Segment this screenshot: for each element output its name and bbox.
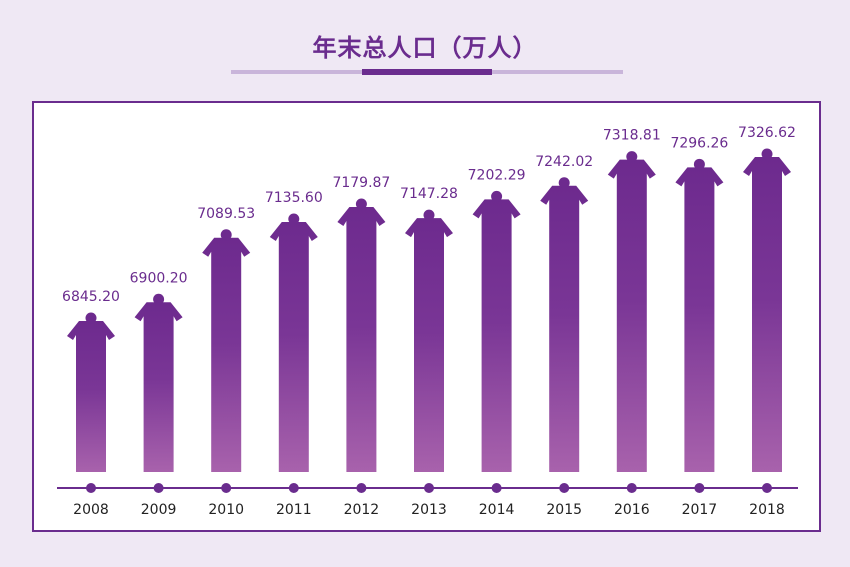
value-label-2013: 7147.28 [400, 186, 458, 202]
bar-2009 [134, 293, 183, 472]
bar-body [405, 218, 453, 472]
value-label-2015: 7242.02 [535, 154, 593, 170]
bar-head [491, 190, 503, 202]
axis-dot-2015 [559, 483, 570, 493]
x-tick-label-2011: 2011 [276, 502, 312, 518]
value-label-2017: 7296.26 [670, 135, 728, 151]
bar-head [558, 177, 570, 189]
axis-dot-2009 [153, 483, 164, 493]
value-label-2016: 7318.81 [603, 128, 661, 144]
bar-head [693, 158, 705, 170]
bar-2012 [337, 198, 386, 472]
axis-dot-2014 [491, 483, 502, 493]
bar-body [337, 206, 386, 472]
bar-body [134, 302, 183, 472]
axis-dot-2010 [221, 483, 232, 493]
bar-2018 [743, 148, 791, 472]
bar-body [743, 156, 791, 472]
title-underline-accent [362, 69, 492, 75]
bar-body [269, 222, 318, 472]
value-label-2010: 7089.53 [197, 206, 255, 222]
axis-dot-2012 [356, 483, 367, 493]
chart-title: 年末总人口（万人） [312, 34, 538, 62]
value-label-2014: 7202.29 [468, 167, 526, 183]
x-tick-label-2012: 2012 [344, 502, 380, 518]
bar-body [472, 199, 521, 473]
x-tick-label-2017: 2017 [682, 502, 718, 518]
bar-head [85, 312, 97, 324]
bar-body [675, 167, 724, 472]
x-tick-label-2013: 2013 [411, 502, 447, 518]
bar-2017 [675, 158, 724, 472]
bar-2011 [269, 213, 318, 472]
x-tick-label-2014: 2014 [479, 502, 515, 518]
bar-body [67, 321, 115, 472]
axis-dot-2011 [288, 483, 299, 493]
bar-body [540, 185, 589, 473]
bar-head [153, 293, 165, 305]
bar-head [220, 229, 232, 241]
bar-head [355, 198, 367, 210]
bar-head [626, 151, 638, 163]
x-tick-label-2016: 2016 [614, 502, 650, 518]
bar-2013 [405, 209, 453, 472]
value-label-2018: 7326.62 [738, 125, 796, 141]
bar-body [202, 237, 251, 472]
axis-dot-2017 [694, 483, 705, 493]
bar-head [288, 213, 300, 225]
axis-dot-2018 [762, 483, 772, 493]
x-tick-label-2008: 2008 [73, 502, 109, 518]
bar-2016 [607, 151, 656, 473]
bar-2015 [540, 177, 589, 473]
x-tick-label-2010: 2010 [208, 502, 244, 518]
value-label-2012: 7179.87 [332, 175, 390, 191]
x-tick-label-2009: 2009 [141, 502, 177, 518]
bar-2010 [202, 229, 251, 472]
bar-head [423, 209, 435, 221]
axis-dot-2008 [86, 483, 96, 493]
value-label-2009: 6900.20 [130, 270, 188, 286]
bar-head [761, 148, 773, 160]
bar-body [607, 159, 656, 473]
bar-2008 [67, 312, 115, 472]
value-label-2011: 7135.60 [265, 190, 323, 206]
axis-dot-2013 [424, 483, 434, 493]
x-tick-label-2018: 2018 [749, 502, 785, 518]
value-label-2008: 6845.20 [62, 289, 120, 305]
bar-2014 [472, 190, 521, 473]
x-tick-label-2015: 2015 [546, 502, 582, 518]
axis-dot-2016 [626, 483, 637, 493]
